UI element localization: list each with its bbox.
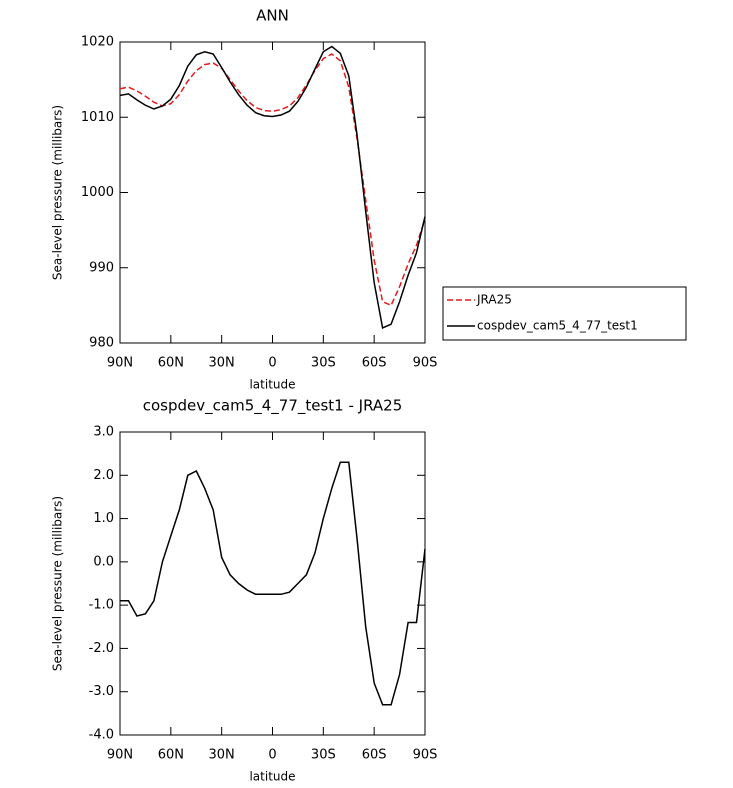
y-tick-label: 990 [89,260,114,275]
y-tick-label: 3.0 [93,425,114,440]
y-tick-label: 0.0 [93,554,114,569]
y-tick-label: -1.0 [89,598,114,613]
chart-title: cospdev_cam5_4_77_test1 - JRA25 [143,397,403,416]
x-tick-label: 90S [413,356,438,371]
y-tick-label: -3.0 [89,684,114,699]
x-tick-label: 0 [268,356,276,371]
x-tick-label: 60S [362,356,387,371]
plot-frame [119,431,426,736]
x-tick-label: 60N [158,748,184,763]
x-tick-label: 90N [107,356,133,371]
x-axis-label: latitude [249,378,295,392]
x-tick-label: 30N [209,748,235,763]
series-line [119,45,426,329]
x-axis-label: latitude [249,770,295,784]
y-tick-label: 2.0 [93,468,114,483]
legend-label: cospdev_cam5_4_77_test1 [477,319,638,333]
chart-title: ANN [256,7,289,25]
y-tick-label: 1020 [81,35,114,50]
x-tick-label: 60S [362,748,387,763]
x-tick-label: 90N [107,748,133,763]
legend-label: JRA25 [476,293,512,307]
x-tick-label: 60N [158,356,184,371]
legend-box [442,286,687,341]
y-axis-label: Sea-level pressure (millibars) [51,105,65,280]
x-tick-label: 30S [311,356,336,371]
y-axis-label: Sea-level pressure (millibars) [51,496,65,671]
x-tick-label: 30S [311,748,336,763]
y-tick-label: -4.0 [89,728,114,743]
x-tick-label: 30N [209,356,235,371]
x-tick-label: 90S [413,748,438,763]
y-tick-label: 1010 [81,110,114,125]
x-tick-label: 0 [268,748,276,763]
series-line [119,53,426,307]
y-tick-label: 980 [89,336,114,351]
y-tick-label: -2.0 [89,641,114,656]
plot-frame [119,41,426,344]
series-line [120,461,426,706]
y-tick-label: 1000 [81,185,114,200]
y-tick-label: 1.0 [93,511,114,526]
